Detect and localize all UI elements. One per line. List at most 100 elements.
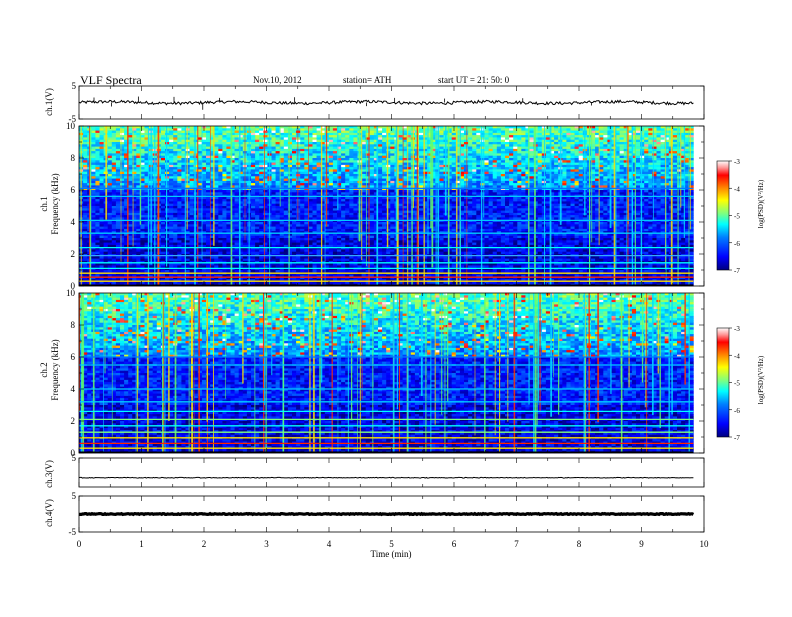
spectrogram-cell (296, 169, 300, 172)
spectrogram-cell (251, 185, 255, 188)
spectrogram-cell (304, 167, 308, 170)
spectrogram-cell (485, 176, 489, 179)
spectrogram-cell (177, 128, 181, 131)
spectrogram-cell (308, 131, 312, 134)
spectrogram-cell (501, 144, 505, 147)
spectrogram-cell (382, 174, 386, 177)
spectrogram-cell (177, 135, 181, 138)
spectrogram-cell (83, 163, 87, 166)
spectrogram-cell (173, 172, 177, 175)
spectrogram-cell (206, 160, 210, 163)
spectrogram-cell (259, 147, 263, 150)
spectrogram-cell (308, 179, 312, 182)
spectrogram-cell (476, 190, 480, 193)
spectrogram-cell (284, 185, 288, 188)
spectrogram-cell (353, 172, 357, 175)
spectrogram-cell (636, 153, 640, 156)
spectrogram-cell (390, 172, 394, 175)
spectrogram-cell (300, 167, 304, 170)
spectrogram-cell (304, 144, 308, 147)
spectrogram-cell (108, 147, 112, 150)
spectrogram-cell (198, 147, 202, 150)
spectrogram-cell (300, 199, 304, 202)
spectrogram-cell (333, 128, 337, 131)
spectrogram-cell (579, 153, 583, 156)
spectrogram-cell (452, 156, 456, 159)
spectrogram-cell (599, 137, 603, 140)
spectrogram-cell (112, 131, 116, 134)
spectrogram-cell (362, 185, 366, 188)
spectrogram-cell (472, 174, 476, 177)
spectrogram-cell (284, 172, 288, 175)
spectrogram-cell (91, 160, 95, 163)
spectrogram-cell (497, 156, 501, 159)
spectrogram-cell (198, 172, 202, 175)
spectrogram-cell (100, 185, 104, 188)
spectrogram-cell (485, 199, 489, 202)
spectrogram-cell (636, 131, 640, 134)
spectrogram-cell (452, 142, 456, 145)
spectrogram-cell (226, 179, 230, 182)
spectrogram-cell (304, 140, 308, 143)
spectrogram-cell (452, 144, 456, 147)
spectrogram-cell (165, 156, 169, 159)
spectrogram-cell (562, 153, 566, 156)
spectrogram-cell (579, 183, 583, 186)
spectrogram-cell (505, 179, 509, 182)
spectrogram-cell (378, 128, 382, 131)
spectrogram-cell (390, 199, 394, 202)
spectrogram-cell (390, 144, 394, 147)
spectrogram-cell (689, 174, 693, 177)
spectrogram-cell (83, 169, 87, 172)
spectrogram-cell (214, 169, 218, 172)
spectrogram-cell (599, 163, 603, 166)
spectrogram-cell (198, 144, 202, 147)
spectrogram-cell (313, 137, 317, 140)
spectrogram-cell (222, 153, 226, 156)
spectrogram-cell (226, 158, 230, 161)
spectrogram-cell (464, 176, 468, 179)
spectrogram-cell (513, 199, 517, 202)
y-tick-label: 5 (72, 81, 77, 91)
spectrogram-cell (186, 172, 190, 175)
spectrogram-cell (100, 151, 104, 154)
spectrogram-cell (689, 137, 693, 140)
spectrogram-cell (169, 137, 173, 140)
spectrogram-cell (652, 172, 656, 175)
spectrogram-cell (562, 172, 566, 175)
spectrogram-cell (276, 131, 280, 134)
spectrogram-cell (165, 199, 169, 202)
spectrogram-cell (497, 179, 501, 182)
spectrogram-cell (538, 190, 542, 193)
spectrogram-cell (439, 153, 443, 156)
spectrogram-cell (112, 137, 116, 140)
spectrogram-cell (399, 156, 403, 159)
spectrogram-cell (161, 167, 165, 170)
spectrogram-cell (542, 151, 546, 154)
spectrogram-cell (468, 151, 472, 154)
spectrogram-cell (226, 199, 230, 202)
spectrogram-cell (648, 128, 652, 131)
spectrogram-cell (165, 135, 169, 138)
spectrogram-cell (304, 190, 308, 193)
spectrogram-cell (255, 190, 259, 193)
spectrogram-cell (542, 185, 546, 188)
spectrogram-cell (657, 128, 661, 131)
spectrogram-cell (648, 192, 652, 195)
spectrogram-cell (452, 135, 456, 138)
spectrogram-cell (505, 199, 509, 202)
spectrogram-cell (259, 192, 263, 195)
spectrogram-cell (120, 158, 124, 161)
spectrogram-cell (165, 169, 169, 172)
spectrogram-cell (276, 137, 280, 140)
spectrogram-cell (190, 172, 194, 175)
spectrogram-cell (161, 199, 165, 202)
spectrogram-cell (108, 183, 112, 186)
spectrogram-cell (112, 153, 116, 156)
spectrogram-cell (538, 147, 542, 150)
spectrogram-cell (120, 199, 124, 202)
spectrogram-cell (276, 153, 280, 156)
spectrogram-cell (542, 147, 546, 150)
spectrogram-cell (571, 185, 575, 188)
spectrogram-cell (222, 151, 226, 154)
